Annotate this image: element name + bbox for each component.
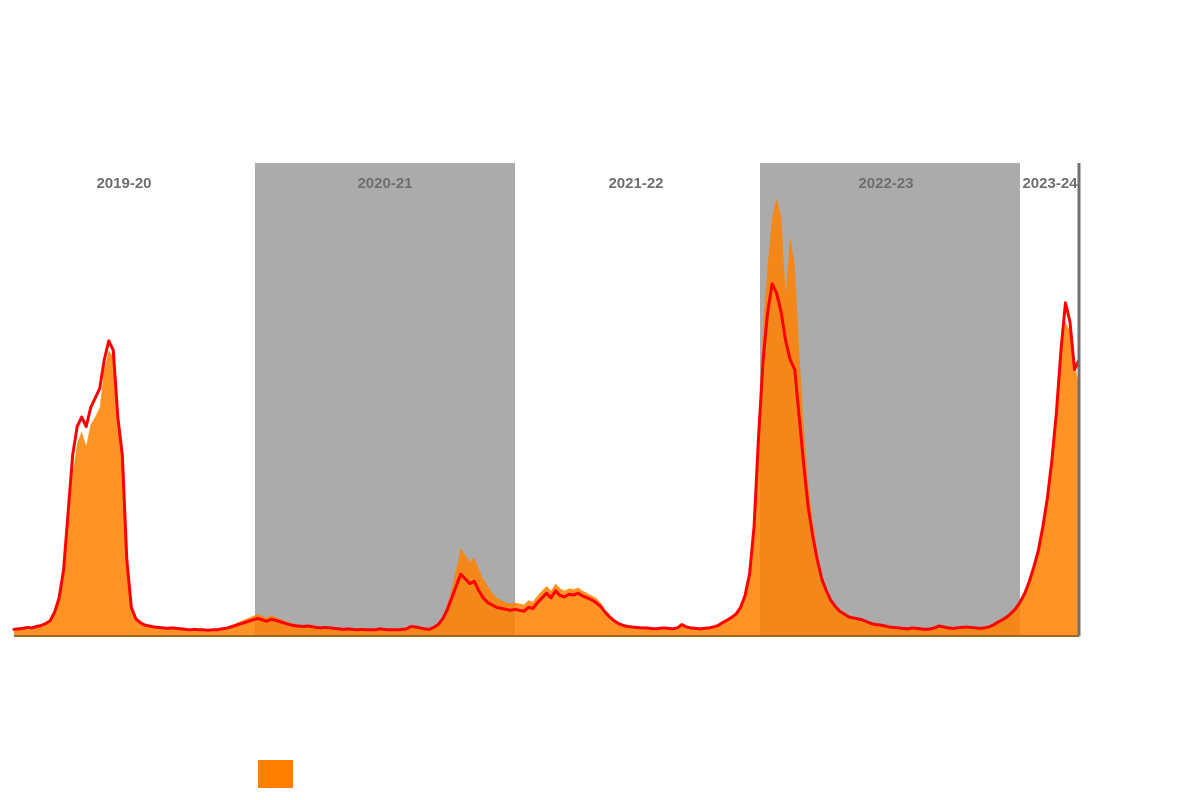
data-series-group — [12, 198, 1081, 636]
season-label-2020-21: 2020-21 — [357, 175, 412, 192]
season-band-2020-21 — [255, 163, 515, 636]
legend-swatch-0[interactable] — [258, 760, 293, 788]
chart-legend — [258, 760, 293, 788]
season-shaded-bands — [255, 163, 1020, 636]
season-label-2023-24: 2023-24 — [1022, 175, 1078, 192]
series-line-line-series — [12, 282, 1081, 632]
season-label-2022-23: 2022-23 — [858, 175, 913, 192]
season-labels: 2019-20 2020-21 2021-22 2022-23 2023-24 — [96, 175, 1078, 192]
season-label-2021-22: 2021-22 — [608, 175, 663, 192]
season-label-2019-20: 2019-20 — [96, 175, 151, 192]
